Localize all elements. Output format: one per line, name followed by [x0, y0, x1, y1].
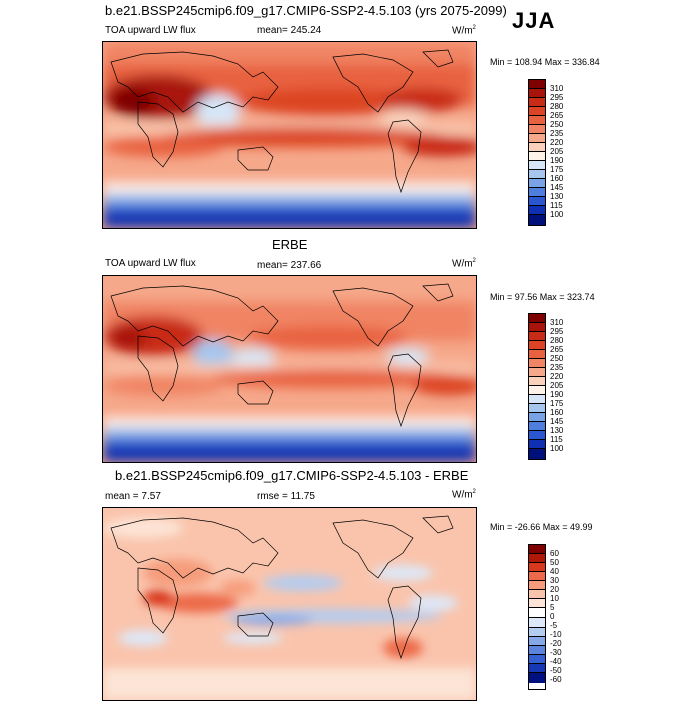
season-label: JJA	[512, 8, 556, 33]
panel3-title: b.e21.BSSP245cmip6.f09_g17.CMIP6-SSP2-4.…	[115, 468, 469, 483]
panel2-colorbar	[528, 313, 546, 460]
panel1-variable-label: TOA upward LW flux	[105, 25, 196, 36]
panel3-map	[102, 507, 477, 701]
panel2-colorbar-ticks: 310 295 280 265 250 235 220 205 190 175 160 14…	[550, 318, 564, 453]
panel3-mean-label: mean = 7.57	[105, 491, 161, 502]
panel2-map	[102, 275, 477, 463]
panel3-minmax: Min = -26.66 Max = 49.99	[490, 522, 593, 532]
panel3-units-label: W/m2	[452, 489, 476, 501]
panel3-colorbar	[528, 544, 546, 690]
figure-title: b.e21.BSSP245cmip6.f09_g17.CMIP6-SSP2-4.…	[105, 3, 507, 18]
panel2-mean-label: mean= 237.66	[257, 260, 322, 271]
panel2-minmax: Min = 97.56 Max = 323.74	[490, 292, 595, 302]
panel1-mean-label: mean= 245.24	[257, 25, 322, 36]
panel1-colorbar-ticks: 310 295 280 265 250 235 220 205 190 175 160 14…	[550, 84, 564, 219]
panel3-rmse-label: rmse = 11.75	[257, 491, 315, 502]
panel2-title: ERBE	[272, 237, 308, 252]
panel1-minmax: Min = 108.94 Max = 336.84	[490, 57, 600, 67]
panel1-map	[102, 41, 477, 229]
panel2-units-label: W/m2	[452, 258, 476, 270]
panel2-variable-label: TOA upward LW flux	[105, 258, 196, 269]
panel1-colorbar	[528, 79, 546, 226]
panel1-units-label: W/m2	[452, 25, 476, 37]
